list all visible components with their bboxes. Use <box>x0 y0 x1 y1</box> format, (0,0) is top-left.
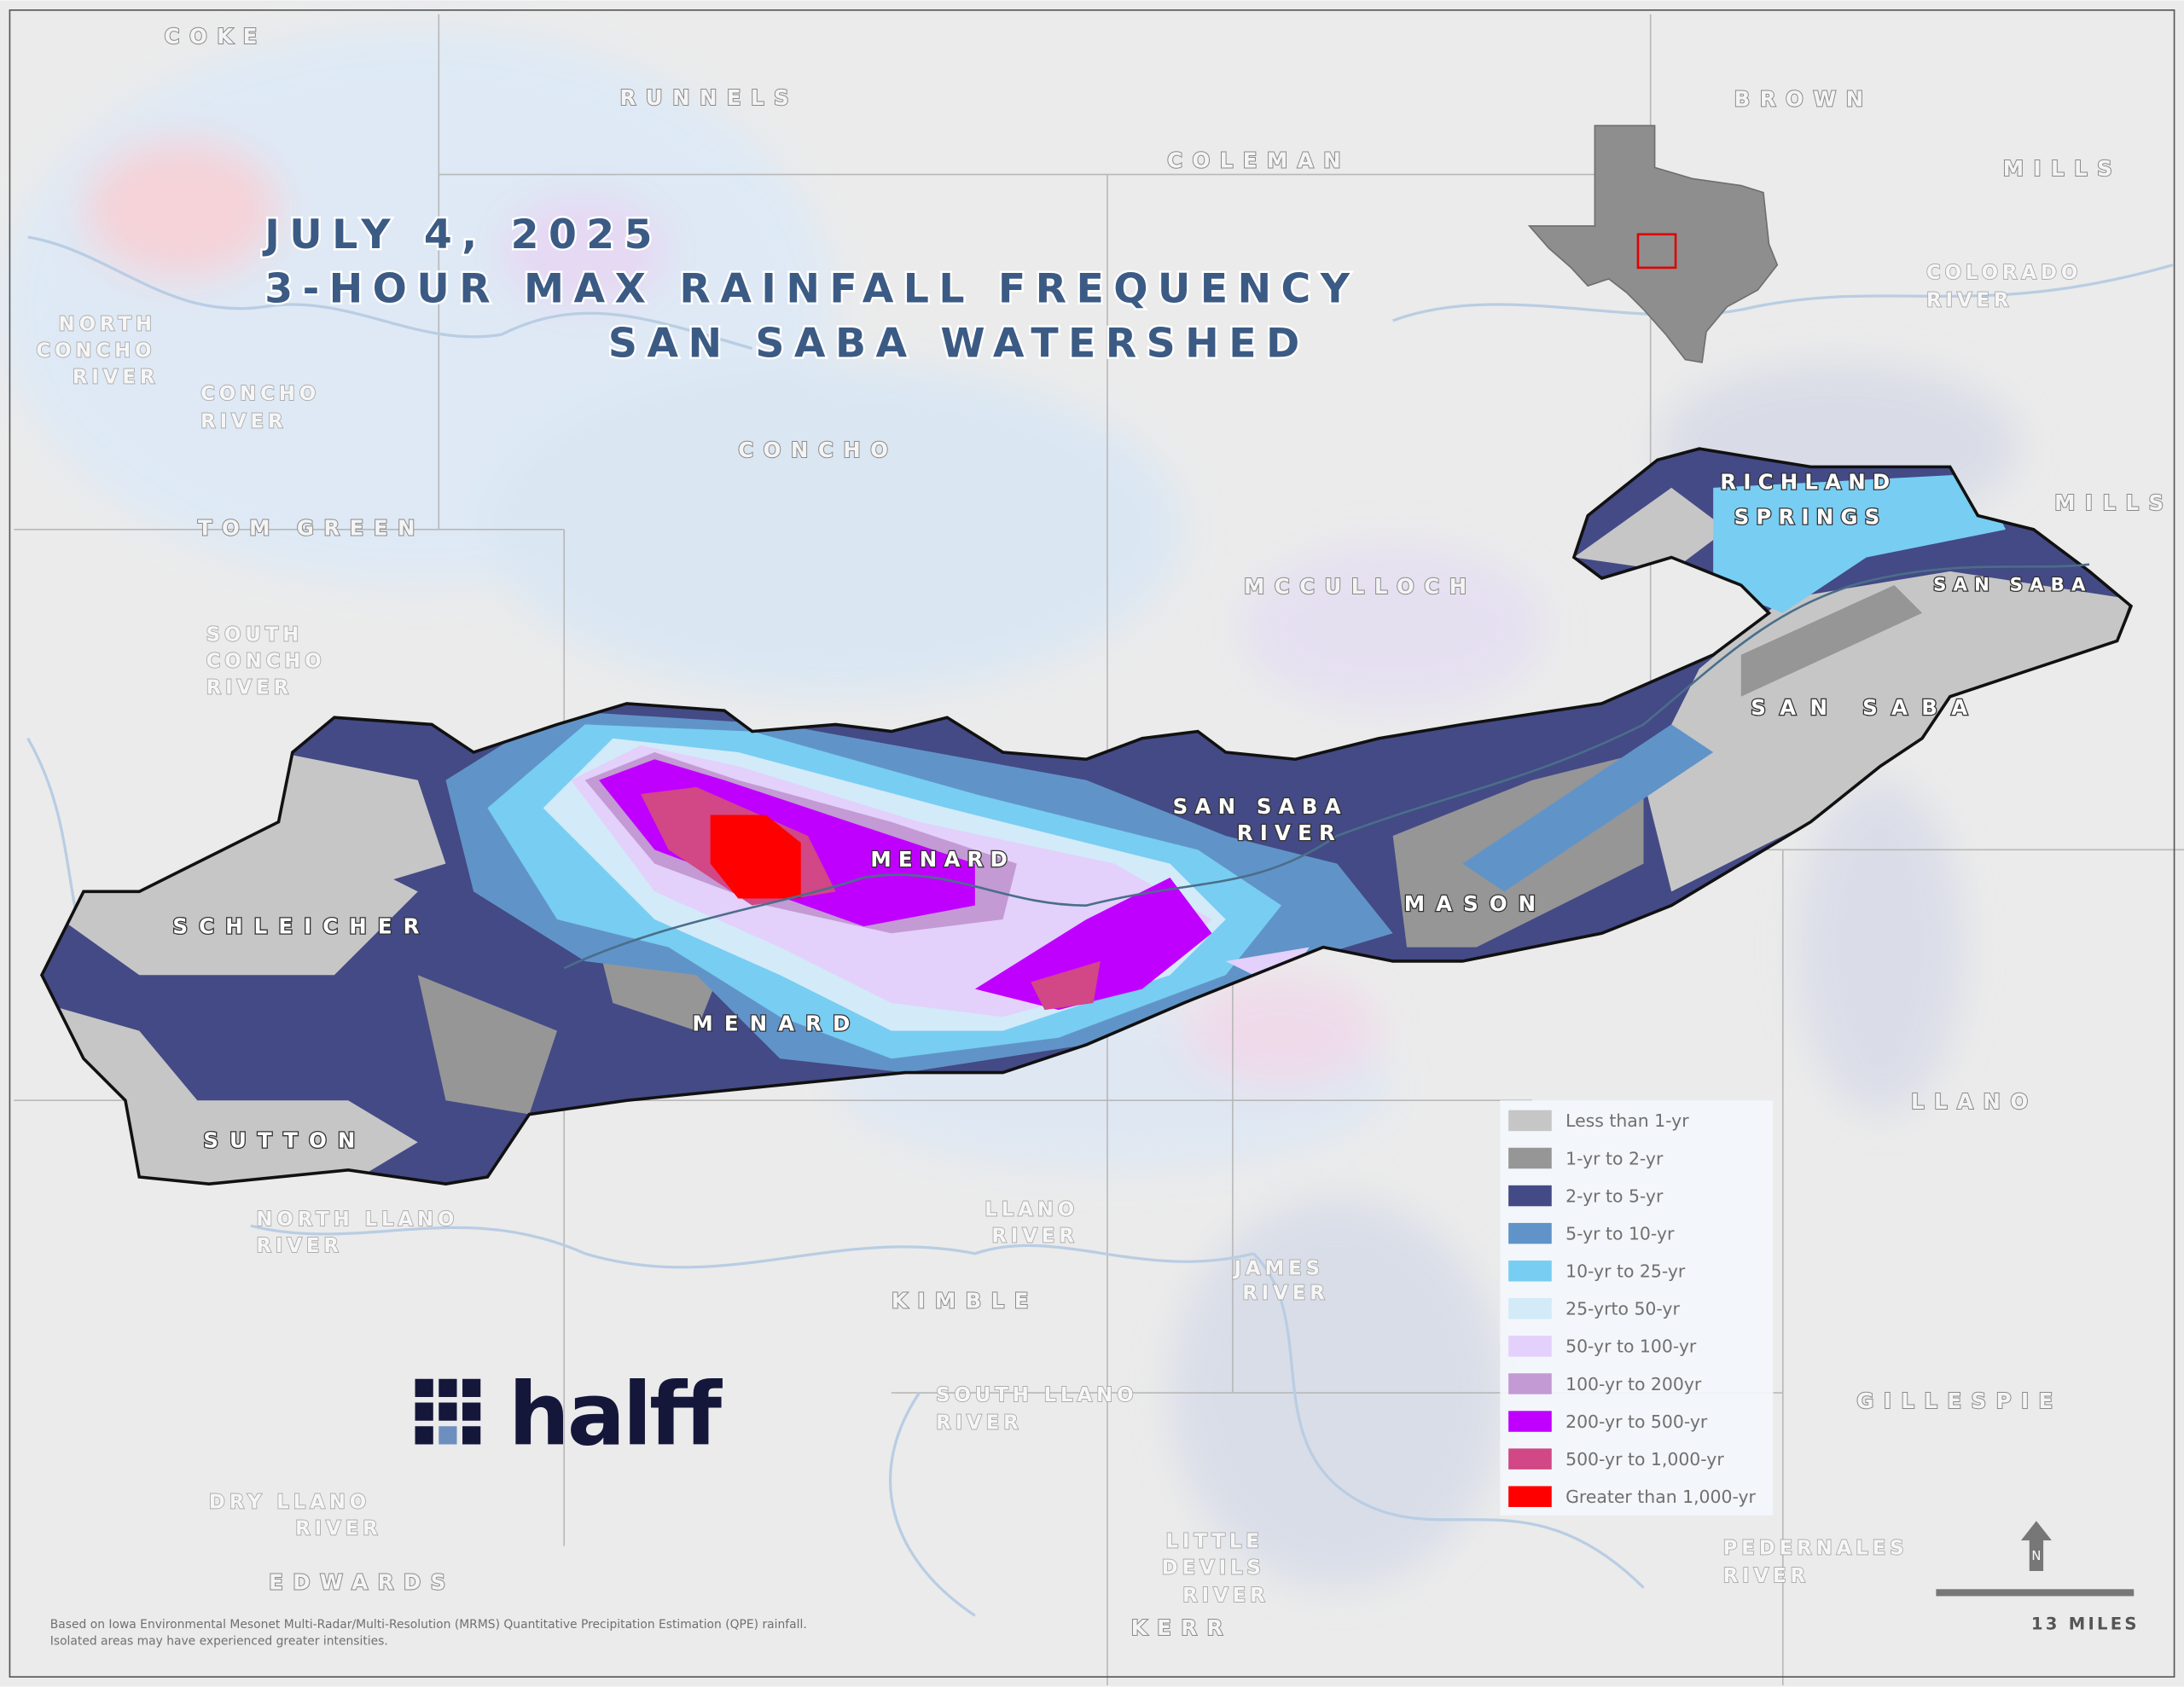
texas-shape <box>1527 125 1779 363</box>
texas-locator-inset <box>1527 125 1779 363</box>
river-label-north-llano: NORTH LLANO <box>256 1209 458 1231</box>
scale-bar <box>1936 1589 2135 1597</box>
legend-label: 5-yr to 10-yr <box>1565 1223 1675 1244</box>
north-arrow: N <box>2020 1521 2052 1572</box>
county-label-san-saba: SAN SABA <box>1751 695 1981 720</box>
river-label-dry-llano-2: RIVER <box>295 1518 381 1540</box>
legend-label: 100-yr to 200yr <box>1565 1374 1702 1394</box>
legend-swatch <box>1508 1336 1552 1357</box>
county-label-kimble: KIMBLE <box>892 1288 1038 1313</box>
river-label-colorado: COLORADO <box>1926 262 2082 284</box>
legend-swatch <box>1508 1298 1552 1319</box>
place-label-menard-town: MENARD <box>870 847 1014 872</box>
river-label-south-concho: SOUTH <box>206 623 304 646</box>
river-label-san-saba-2: RIVER <box>1237 820 1342 845</box>
river-label-south-concho-2: CONCHO <box>206 650 326 672</box>
river-label-pedernales-2: RIVER <box>1723 1565 1809 1587</box>
legend-label: 10-yr to 25-yr <box>1565 1261 1686 1282</box>
legend-swatch <box>1508 1448 1552 1470</box>
river-label-colorado-2: RIVER <box>1926 290 2013 312</box>
county-label-tom-green: TOM GREEN <box>198 515 425 540</box>
river-labels: COLORADO RIVER NORTH CONCHO RIVER CONCHO… <box>36 261 2092 1608</box>
north-arrow-letter: N <box>2031 1549 2041 1563</box>
place-label-richland: RICHLAND <box>1720 469 1896 494</box>
river-label-south-concho-3: RIVER <box>206 676 293 699</box>
study-area-marker <box>1636 233 1677 270</box>
footnote-line-1: Based on Iowa Environmental Mesonet Mult… <box>50 1618 807 1632</box>
legend-label: 1-yr to 2-yr <box>1565 1148 1664 1168</box>
legend-swatch <box>1508 1185 1552 1207</box>
river-label-little-devils-2: DEVILS <box>1162 1557 1265 1579</box>
county-label-coleman: COLEMAN <box>1167 148 1350 172</box>
legend-swatch <box>1508 1260 1552 1282</box>
river-label-little-devils-3: RIVER <box>1182 1585 1269 1607</box>
halff-logo-grid-icon <box>415 1378 481 1445</box>
scale-bar-label: 13 MILES <box>2031 1615 2140 1634</box>
county-label-schleicher: SCHLEICHER <box>172 913 430 938</box>
legend-swatch <box>1508 1411 1552 1432</box>
legend-label: Less than 1-yr <box>1565 1110 1689 1131</box>
map-frame <box>9 9 2175 1678</box>
county-label-mills-2: MILLS <box>2054 490 2173 515</box>
river-label-concho-2: RIVER <box>200 411 287 433</box>
place-label-springs: SPRINGS <box>1734 504 1887 529</box>
river-label-concho: CONCHO <box>200 383 320 405</box>
river-label-north-llano-2: RIVER <box>256 1235 342 1257</box>
legend-label: 25-yrto 50-yr <box>1565 1299 1680 1319</box>
halff-logo-text: halff <box>508 1364 723 1464</box>
county-label-menard: MENARD <box>692 1012 861 1036</box>
county-labels: COKE RUNNELS COLEMAN BROWN MILLS MILLS C… <box>164 23 2173 1641</box>
county-label-mills: MILLS <box>2003 156 2122 181</box>
halff-logo: halff <box>415 1364 725 1464</box>
county-label-edwards: EDWARDS <box>269 1569 456 1594</box>
river-label-llano: LLANO <box>985 1199 1078 1221</box>
san-saba-river-line <box>563 563 2090 970</box>
river-label-san-saba: SAN SABA <box>1173 794 1348 819</box>
legend-swatch <box>1508 1486 1552 1507</box>
footnote-line-2: Isolated areas may have experienced grea… <box>50 1635 388 1649</box>
river-label-llano-2: RIVER <box>991 1226 1077 1248</box>
legend-label: 500-yr to 1,000-yr <box>1565 1449 1724 1470</box>
river-label-san-saba-east: SAN SABA <box>1933 575 2092 596</box>
river-label-dry-llano: DRY LLANO <box>209 1492 370 1514</box>
county-label-gillespie: GILLESPIE <box>1856 1388 2062 1413</box>
river-label-pedernales: PEDERNALES <box>1723 1537 1908 1559</box>
river-label-north-concho: NORTH <box>59 313 156 335</box>
legend: Less than 1-yr 1-yr to 2-yr 2-yr to 5-yr 5-… <box>1500 1100 1774 1516</box>
legend-label: 50-yr to 100-yr <box>1565 1336 1697 1357</box>
title-main: 3-HOUR MAX RAINFALL FREQUENCY <box>264 266 1359 313</box>
legend-swatch <box>1508 1373 1552 1394</box>
title-watershed: SAN SABA WATERSHED <box>608 320 1310 367</box>
river-label-north-concho-2: CONCHO <box>36 339 155 362</box>
river-label-south-llano-2: RIVER <box>936 1412 1022 1435</box>
legend-swatch <box>1508 1110 1552 1132</box>
county-label-coke: COKE <box>165 24 267 49</box>
county-label-concho: CONCHO <box>738 438 897 462</box>
legend-swatch <box>1508 1147 1552 1169</box>
county-label-brown: BROWN <box>1734 87 1873 112</box>
county-label-mcculloch: MCCULLOCH <box>1244 574 1477 599</box>
county-label-kerr: KERR <box>1131 1615 1233 1640</box>
county-label-llano: LLANO <box>1911 1089 2038 1114</box>
county-label-mason: MASON <box>1404 891 1547 916</box>
river-label-little-devils: LITTLE <box>1166 1530 1263 1552</box>
river-label-james: JAMES <box>1233 1257 1324 1279</box>
legend-label: 200-yr to 500-yr <box>1565 1412 1708 1432</box>
river-label-james-2: RIVER <box>1242 1283 1328 1305</box>
legend-label: Greater than 1,000-yr <box>1565 1487 1756 1507</box>
county-label-runnels: RUNNELS <box>620 85 799 110</box>
legend-label: 2-yr to 5-yr <box>1565 1186 1664 1206</box>
river-label-south-llano: SOUTH LLANO <box>936 1384 1137 1406</box>
legend-swatch <box>1508 1222 1552 1244</box>
title-date: JULY 4, 2025 <box>262 212 662 258</box>
river-label-north-concho-3: RIVER <box>73 366 159 388</box>
county-label-sutton: SUTTON <box>203 1128 366 1153</box>
